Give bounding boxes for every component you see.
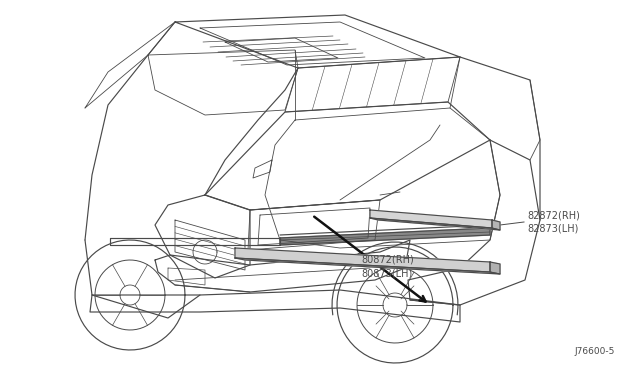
Text: 80872(RH): 80872(RH) [361,255,413,265]
Polygon shape [370,210,492,228]
Text: 82873(LH): 82873(LH) [527,223,579,233]
Polygon shape [235,248,490,272]
Polygon shape [235,258,500,274]
Polygon shape [280,228,490,245]
Text: 82872(RH): 82872(RH) [527,210,580,220]
Polygon shape [492,220,500,230]
Text: 80873(LH): 80873(LH) [361,268,412,278]
Text: J76600-5: J76600-5 [574,347,614,356]
Polygon shape [370,218,500,230]
Polygon shape [490,262,500,274]
